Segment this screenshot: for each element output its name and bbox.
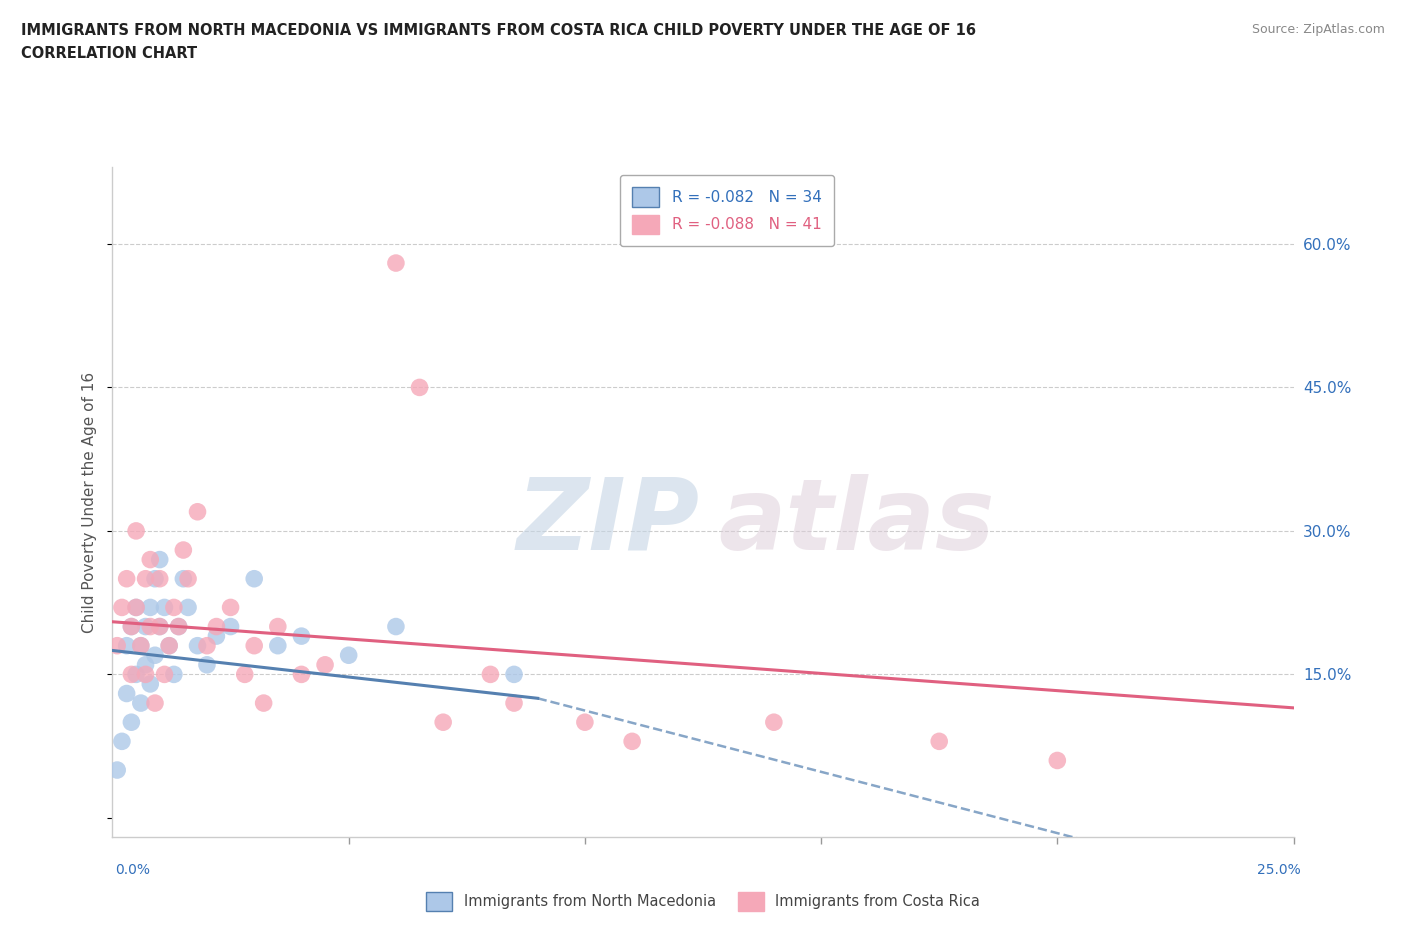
Legend: Immigrants from North Macedonia, Immigrants from Costa Rica: Immigrants from North Macedonia, Immigra… [420,886,986,917]
Point [153,667,176,682]
Point [129,638,152,653]
Point [149,619,172,634]
Point [111,734,134,749]
Point [243,571,266,586]
Point [574,715,596,730]
Point [149,552,172,567]
Point [115,571,138,586]
Point [167,619,190,634]
Point [153,600,176,615]
Text: atlas: atlas [718,473,995,571]
Point [129,638,152,653]
Point [290,629,312,644]
Point [267,638,290,653]
Text: ZIP: ZIP [517,473,700,571]
Point [163,600,186,615]
Point [621,734,644,749]
Point [157,638,180,653]
Text: Source: ZipAtlas.com: Source: ZipAtlas.com [1251,23,1385,36]
Point [149,571,172,586]
Point [172,542,194,557]
Point [205,629,228,644]
Point [290,667,312,682]
Point [139,676,162,691]
Point [105,763,128,777]
Point [432,715,454,730]
Point [125,667,148,682]
Point [1046,753,1069,768]
Point [143,571,166,586]
Point [135,619,157,634]
Text: 25.0%: 25.0% [1257,862,1301,877]
Point [157,638,180,653]
Point [337,648,360,663]
Point [120,715,142,730]
Point [139,619,162,634]
Point [135,658,157,672]
Point [195,658,218,672]
Point [163,667,186,682]
Point [219,600,242,615]
Point [143,648,166,663]
Point [135,667,157,682]
Point [115,686,138,701]
Point [129,696,152,711]
Point [120,619,142,634]
Point [149,619,172,634]
Point [172,571,194,586]
Point [762,715,785,730]
Point [219,619,242,634]
Point [479,667,502,682]
Point [177,600,200,615]
Point [135,571,157,586]
Point [177,571,200,586]
Point [253,696,276,711]
Point [143,696,166,711]
Point [115,638,138,653]
Point [139,600,162,615]
Text: CORRELATION CHART: CORRELATION CHART [21,46,197,61]
Point [385,256,408,271]
Point [233,667,256,682]
Y-axis label: Child Poverty Under the Age of 16: Child Poverty Under the Age of 16 [82,372,97,632]
Point [195,638,218,653]
Point [314,658,336,672]
Point [408,380,430,395]
Point [125,600,148,615]
Text: 0.0%: 0.0% [115,862,150,877]
Point [186,638,208,653]
Point [111,600,134,615]
Text: IMMIGRANTS FROM NORTH MACEDONIA VS IMMIGRANTS FROM COSTA RICA CHILD POVERTY UNDE: IMMIGRANTS FROM NORTH MACEDONIA VS IMMIG… [21,23,976,38]
Point [243,638,266,653]
Point [503,696,526,711]
Point [125,600,148,615]
Point [167,619,190,634]
Point [503,667,526,682]
Point [928,734,950,749]
Point [186,504,208,519]
Point [385,619,408,634]
Point [267,619,290,634]
Point [125,524,148,538]
Point [120,667,142,682]
Point [105,638,128,653]
Point [139,552,162,567]
Point [120,619,142,634]
Point [205,619,228,634]
